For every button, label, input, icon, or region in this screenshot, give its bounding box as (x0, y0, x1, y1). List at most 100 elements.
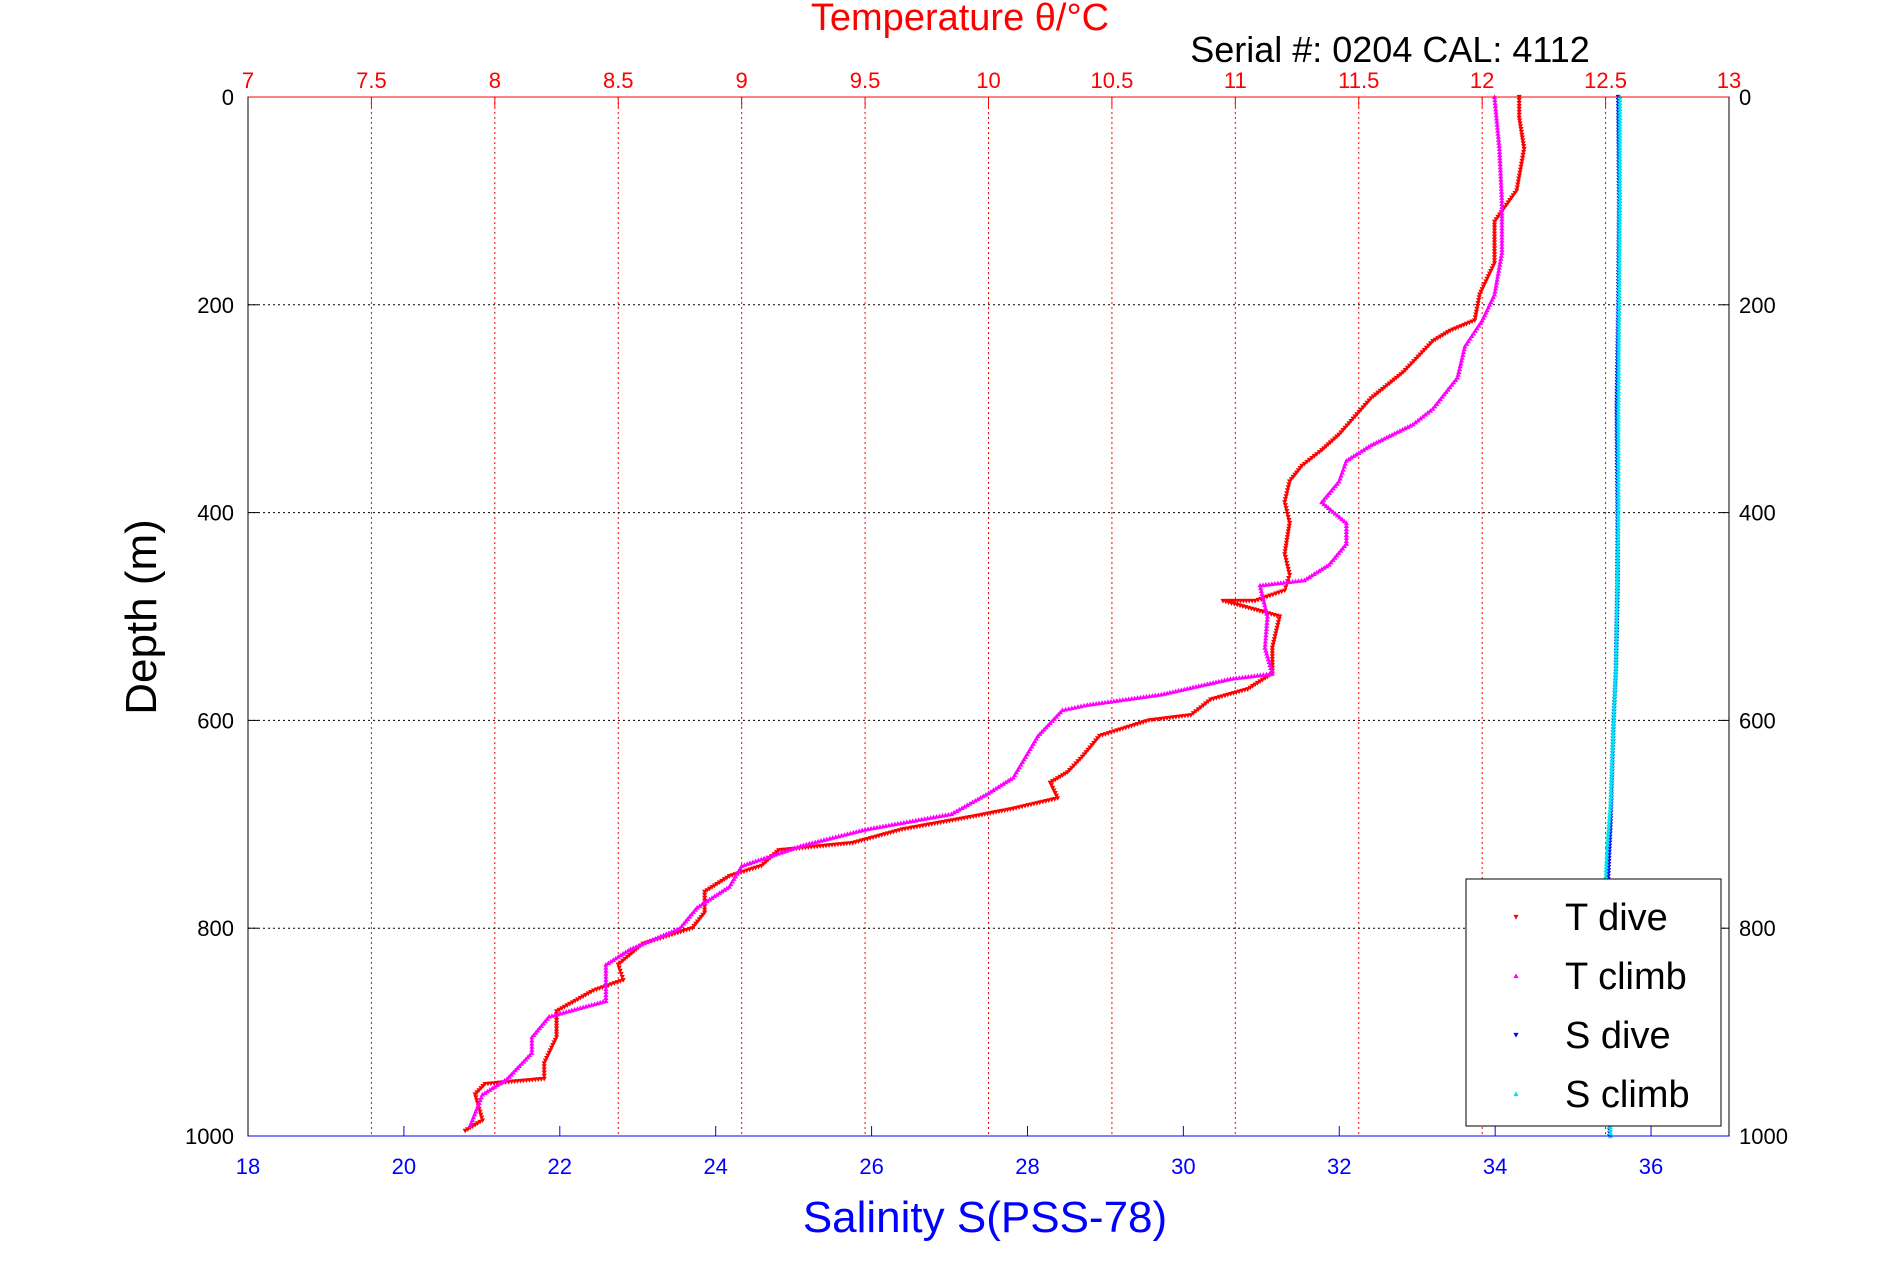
data-point (1611, 717, 1617, 723)
data-point (615, 954, 621, 959)
data-point (1474, 306, 1480, 312)
data-point (1615, 512, 1621, 518)
data-point (1520, 152, 1526, 158)
data-point (1614, 604, 1620, 610)
data-point (546, 1050, 552, 1056)
data-point (1520, 149, 1527, 155)
data-point (1603, 870, 1609, 876)
data-point (1276, 617, 1282, 622)
temperature-tick-label: 8.5 (603, 68, 634, 93)
data-point (1476, 298, 1482, 303)
data-point (1495, 214, 1501, 220)
data-point (1478, 289, 1484, 295)
data-point (1489, 266, 1495, 272)
data-point (1616, 266, 1622, 272)
data-point (1309, 572, 1315, 578)
data-point (1492, 288, 1498, 294)
data-point (1611, 705, 1617, 711)
data-point (1440, 333, 1446, 338)
legend-items: T dive T climb S dive S climb (1513, 897, 1690, 1116)
data-point (1610, 720, 1617, 726)
salinity-tick-label: 28 (1015, 1154, 1039, 1179)
data-point (1617, 225, 1623, 230)
data-point (1397, 428, 1403, 433)
data-point (479, 1115, 485, 1121)
data-point (1260, 596, 1266, 602)
data-point (618, 952, 624, 958)
data-point (1615, 480, 1621, 485)
data-point (1614, 569, 1621, 575)
data-point (1609, 756, 1615, 762)
data-point (1615, 468, 1621, 474)
data-point (1343, 526, 1350, 532)
data-point (1399, 426, 1406, 432)
data-point (1447, 328, 1453, 334)
data-point (1615, 548, 1621, 554)
data-point (1613, 632, 1620, 637)
temperature-tick-label: 9 (736, 68, 748, 93)
data-point (1485, 274, 1491, 279)
data-point (1346, 456, 1352, 462)
data-point (1442, 331, 1448, 337)
data-point (1606, 824, 1612, 830)
data-point (669, 929, 675, 934)
data-point (1495, 134, 1501, 139)
data-point (1394, 429, 1400, 435)
data-point (1494, 124, 1501, 130)
data-point (502, 1077, 508, 1083)
data-point (1264, 613, 1271, 619)
data-point (939, 812, 946, 818)
data-point (1482, 281, 1488, 287)
data-point (1195, 707, 1201, 712)
data-point (998, 782, 1004, 788)
data-point (1458, 360, 1464, 366)
data-point (494, 1082, 500, 1088)
data-point (1497, 259, 1503, 264)
data-point (1193, 709, 1199, 714)
data-point (827, 835, 833, 841)
data-point (1499, 238, 1505, 243)
temperature-tick-label: 13 (1717, 68, 1741, 93)
data-point (603, 986, 609, 991)
data-point (1269, 657, 1275, 662)
data-point (1615, 373, 1622, 379)
data-point (815, 838, 821, 844)
data-point (1617, 213, 1623, 218)
legend-label: S climb (1565, 1074, 1690, 1116)
data-point (516, 1063, 523, 1068)
data-point (993, 785, 999, 791)
data-point (1609, 750, 1616, 756)
data-point (474, 1121, 481, 1126)
data-point (1604, 858, 1610, 863)
data-point (886, 822, 892, 828)
data-point (972, 797, 978, 803)
data-point (1614, 599, 1620, 604)
data-point (1617, 156, 1623, 162)
data-point (925, 815, 931, 821)
data-point (1285, 485, 1291, 490)
data-point (1328, 507, 1334, 512)
data-point (1610, 744, 1616, 750)
data-point (1519, 158, 1525, 164)
data-point (1608, 789, 1614, 794)
data-point (552, 1012, 558, 1018)
data-point (1612, 678, 1619, 683)
data-point (1268, 668, 1275, 673)
data-point (1319, 448, 1325, 453)
data-point (512, 1067, 519, 1073)
data-point (1617, 177, 1623, 183)
data-point (1612, 690, 1618, 695)
data-point (1368, 442, 1374, 448)
data-point (1615, 394, 1622, 399)
data-point (1518, 127, 1524, 132)
data-point (907, 818, 913, 824)
data-point (1283, 543, 1289, 549)
salinity-tick-label: 22 (548, 1154, 572, 1179)
data-point (1615, 507, 1621, 512)
data-point (1616, 364, 1622, 370)
data-point (1264, 620, 1270, 625)
data-point (1062, 771, 1068, 777)
data-point (706, 886, 713, 892)
data-point (1259, 591, 1265, 596)
data-point (1321, 565, 1327, 570)
